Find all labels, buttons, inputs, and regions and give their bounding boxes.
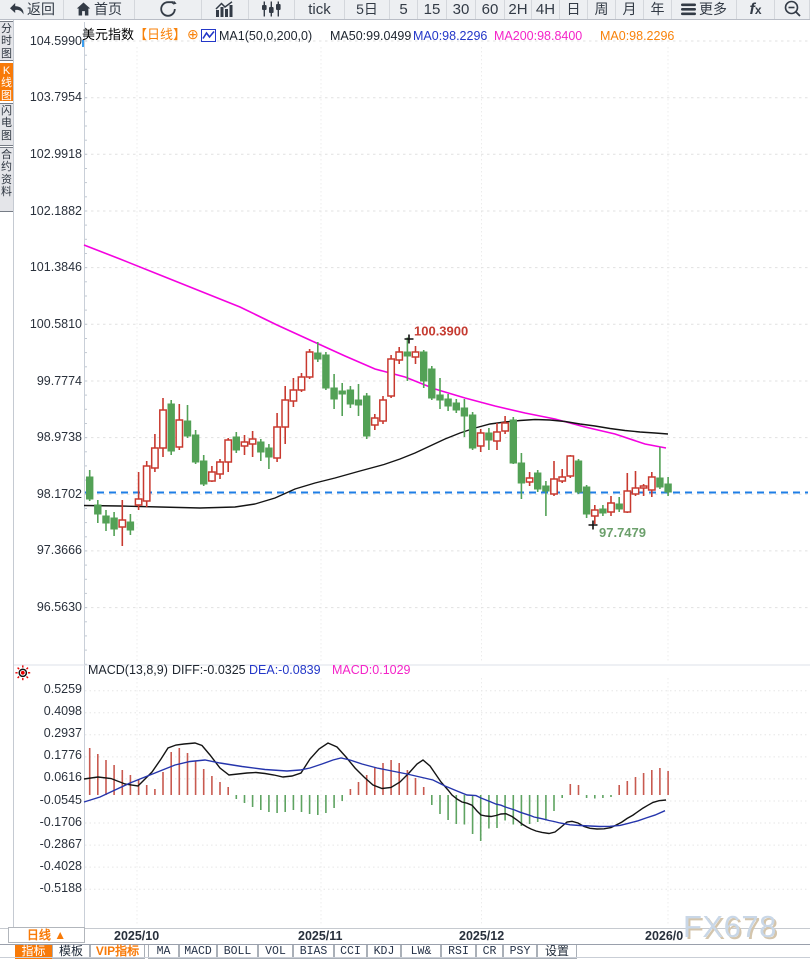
svg-text:100.3900: 100.3900 (414, 324, 468, 339)
svg-text:97.7479: 97.7479 (599, 525, 646, 540)
